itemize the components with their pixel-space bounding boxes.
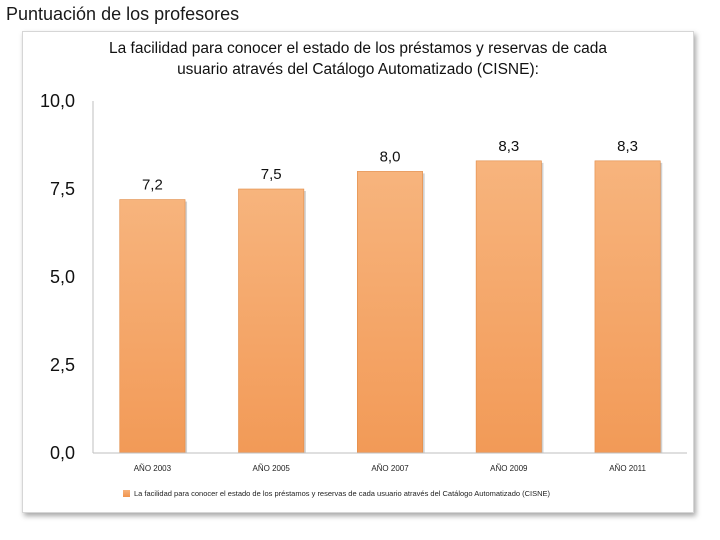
bar-value-label: 7,2 xyxy=(142,177,163,194)
y-axis: 0,0 2,5 5,0 7,5 10,0 xyxy=(40,91,94,463)
x-tick-label: AÑO 2011 xyxy=(609,464,646,473)
y-tick-label: 0,0 xyxy=(50,443,75,463)
slide-title: Puntuación de los profesores xyxy=(6,4,240,24)
bar-series: 7,2 7,5 8,0 8,3 8,3 xyxy=(119,138,663,454)
chart-title: La facilidad para conocer el estado de l… xyxy=(23,38,693,80)
x-tick-label: AÑO 2007 xyxy=(371,464,409,473)
x-tick-label: AÑO 2009 xyxy=(490,464,528,473)
bar-value-label: 8,0 xyxy=(380,148,401,165)
y-tick-label: 2,5 xyxy=(50,355,75,375)
bar xyxy=(357,171,423,454)
bar xyxy=(119,199,186,454)
y-tick-label: 10,0 xyxy=(40,91,75,111)
bar xyxy=(238,188,305,454)
chart-title-line-2: usuario através del Catálogo Automatizad… xyxy=(177,61,539,78)
bar-value-label: 8,3 xyxy=(498,138,519,155)
bar-value-label: 7,5 xyxy=(261,166,282,183)
legend-swatch xyxy=(123,490,130,497)
bar xyxy=(475,160,542,454)
chart-frame: La facilidad para conocer el estado de l… xyxy=(22,31,694,513)
x-tick-label: AÑO 2005 xyxy=(253,464,291,473)
y-tick-label: 7,5 xyxy=(50,179,75,199)
y-tick-label: 5,0 xyxy=(50,267,75,287)
x-tick-label: AÑO 2003 xyxy=(134,464,172,473)
chart-title-line-1: La facilidad para conocer el estado de l… xyxy=(108,40,607,57)
bar-chart: 0,0 2,5 5,0 7,5 10,0 7,2 7,5 8,0 8,3 8,3 AÑO 200… xyxy=(40,91,687,473)
legend: La facilidad para conocer el estado de l… xyxy=(123,489,550,498)
legend-label: La facilidad para conocer el estado de l… xyxy=(134,489,551,498)
bar-value-label: 8,3 xyxy=(617,138,638,155)
x-axis: AÑO 2003 AÑO 2005 AÑO 2007 AÑO 2009 AÑO 2011 xyxy=(93,452,687,473)
bar xyxy=(594,160,661,454)
